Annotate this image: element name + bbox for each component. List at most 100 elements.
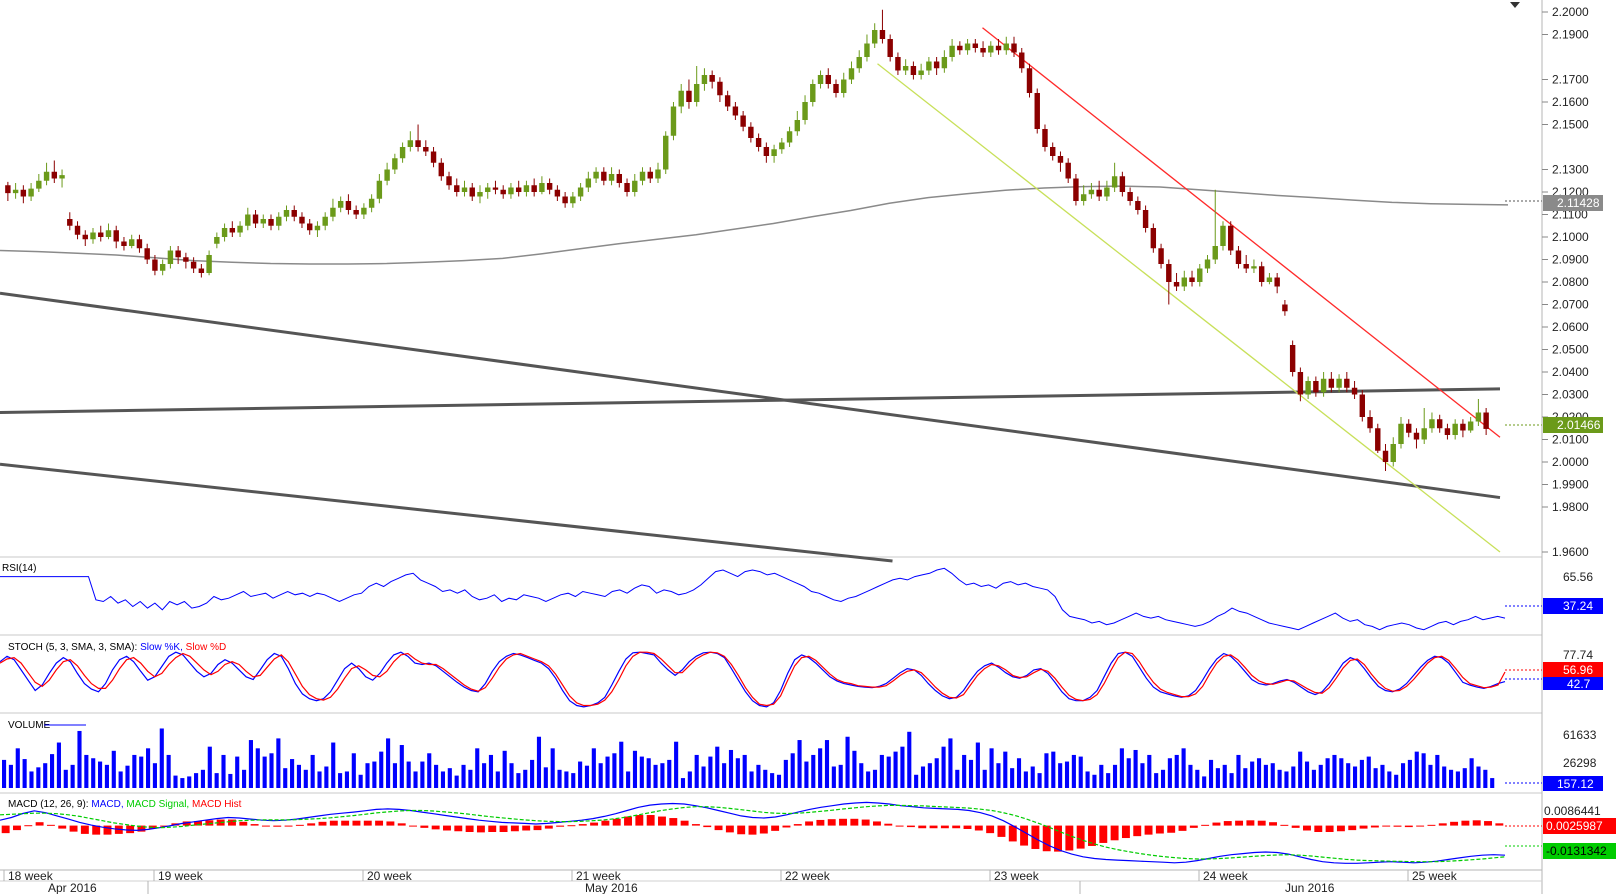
volume-bar: [63, 769, 68, 788]
trendline-gray-horizontal[interactable]: [0, 387, 1501, 414]
volume-bar: [276, 738, 281, 788]
candle: [492, 180, 499, 195]
candle: [1467, 417, 1474, 433]
macd-hist-bar: [635, 815, 644, 826]
candle-body: [531, 185, 537, 192]
candle-body: [779, 142, 785, 150]
volume-bar: [180, 778, 185, 788]
candle-body: [1166, 264, 1172, 282]
macd-hist-bar: [329, 820, 338, 826]
volume-bar: [934, 758, 939, 788]
macd-hist-bar: [658, 816, 666, 826]
macd-hist-bar: [488, 825, 497, 833]
volume-bar: [550, 748, 555, 788]
trendline-red-channel[interactable]: [982, 27, 1501, 438]
volume-bar: [728, 749, 734, 788]
candle-body: [1375, 428, 1381, 451]
macd-hist-legend: MACD Hist: [192, 799, 242, 810]
candle: [593, 167, 599, 183]
candle: [941, 50, 948, 73]
volume-bar: [1256, 758, 1262, 788]
macd-hist-bar: [1257, 820, 1266, 826]
volume-bar: [475, 748, 480, 788]
candle: [438, 158, 444, 181]
volume-bar: [132, 754, 137, 788]
scroll-down-icon[interactable]: [1510, 2, 1520, 8]
candle: [833, 79, 839, 98]
stoch-panel: STOCH (5, 3, SMA, 3, SMA): Slow %K, Slow…: [0, 642, 1603, 708]
candle-body: [693, 84, 700, 102]
macd-hist-bar: [918, 825, 927, 829]
macd-hist-bar: [522, 825, 531, 831]
volume-bar: [1071, 754, 1076, 788]
volume-bar: [1435, 754, 1440, 788]
candle: [1204, 255, 1211, 273]
candle: [663, 131, 669, 174]
candle: [198, 264, 205, 278]
candle: [1390, 437, 1396, 467]
trendline-gray-upper-support[interactable]: [0, 291, 1501, 500]
volume-bar: [84, 754, 89, 788]
macd-hist-bar: [1235, 820, 1244, 826]
macd-hist-bar: [861, 819, 870, 826]
volume-bar: [811, 754, 816, 788]
volume-bar: [1263, 764, 1268, 788]
trendline-gray-lower[interactable]: [0, 462, 893, 563]
volume-bar: [626, 771, 631, 788]
week-label: 24 week: [1203, 869, 1249, 883]
volume-bar: [680, 778, 686, 788]
volume-bar: [379, 751, 384, 788]
price-tick-label: 2.0400: [1552, 365, 1589, 379]
volume-bar: [1051, 751, 1056, 788]
candle-body: [523, 185, 530, 192]
candle: [717, 77, 723, 102]
candle: [539, 176, 545, 195]
volume-bar: [248, 740, 253, 788]
candle: [345, 194, 352, 215]
volume-bar: [338, 773, 343, 788]
volume-bar: [1442, 766, 1447, 788]
macd-hist-bar: [1099, 825, 1108, 843]
candle-body: [686, 90, 692, 102]
candle-body: [1483, 412, 1489, 429]
candle-body: [175, 250, 181, 258]
trendline-yellow-channel[interactable]: [877, 63, 1501, 553]
candle-body: [1359, 394, 1366, 417]
candle-body: [570, 196, 576, 204]
candle-body: [144, 248, 150, 260]
macd-hist-bar: [182, 821, 191, 826]
macd-hist-bar: [409, 825, 417, 827]
candle-body: [454, 185, 460, 192]
candlestick-layer[interactable]: [5, 9, 1489, 471]
candle: [361, 203, 367, 219]
volume-bar: [1064, 761, 1070, 788]
candle: [864, 34, 870, 62]
macd-hist-bar: [1178, 825, 1187, 831]
stoch-k-legend: Slow %K,: [140, 642, 183, 653]
candle-body: [98, 232, 104, 237]
candle-body: [663, 135, 669, 170]
volume-bar: [872, 769, 878, 788]
trendline-layer[interactable]: [0, 27, 1501, 563]
candle: [995, 39, 1002, 55]
candle: [523, 180, 530, 197]
volume-bar: [1462, 768, 1467, 788]
candle: [655, 162, 661, 183]
candle: [446, 171, 452, 190]
volume-bar: [941, 746, 946, 788]
candle: [841, 72, 847, 98]
candle: [1019, 48, 1025, 73]
price-tick-label: 2.1500: [1552, 118, 1589, 132]
volume-bar: [1366, 756, 1371, 788]
macd-hist-bar: [1404, 825, 1413, 828]
volume-bar: [104, 764, 109, 788]
candle-body: [353, 210, 359, 215]
volume-bar: [982, 769, 987, 788]
candle-body: [307, 223, 313, 231]
candle-body: [43, 171, 50, 181]
candle: [1328, 372, 1335, 393]
candle-body: [407, 140, 414, 147]
volume-bar: [763, 769, 768, 788]
macd-hist-bar: [465, 825, 474, 833]
